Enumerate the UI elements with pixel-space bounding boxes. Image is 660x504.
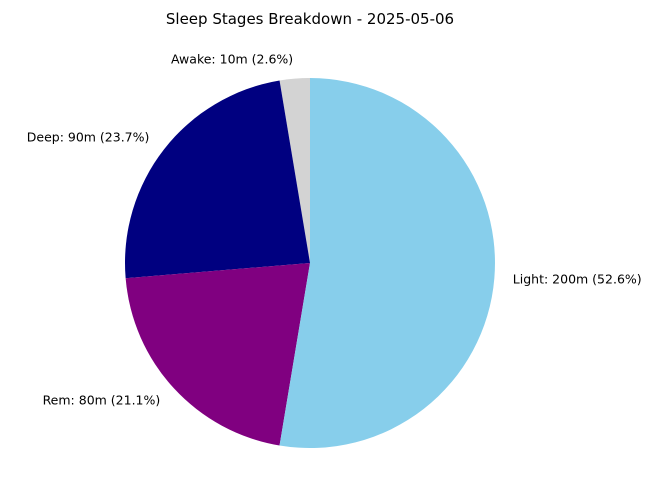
pie-slice-light	[279, 78, 495, 448]
pie-slice-deep	[124, 80, 310, 279]
pie-label-rem: Rem: 80m (21.1%)	[43, 392, 161, 407]
pie-slice-awake	[279, 77, 310, 263]
pie-slices	[124, 77, 495, 448]
pie-label-deep: Deep: 90m (23.7%)	[27, 130, 150, 145]
pie-label-awake: Awake: 10m (2.6%)	[171, 52, 293, 67]
pie-slice-rem	[125, 263, 310, 446]
chart-title: Sleep Stages Breakdown - 2025-05-06	[166, 10, 454, 28]
pie-label-light: Light: 200m (52.6%)	[513, 271, 642, 286]
pie-labels: Awake: 10m (2.6%) Deep: 90m (23.7%) Rem: 8…	[27, 52, 642, 408]
